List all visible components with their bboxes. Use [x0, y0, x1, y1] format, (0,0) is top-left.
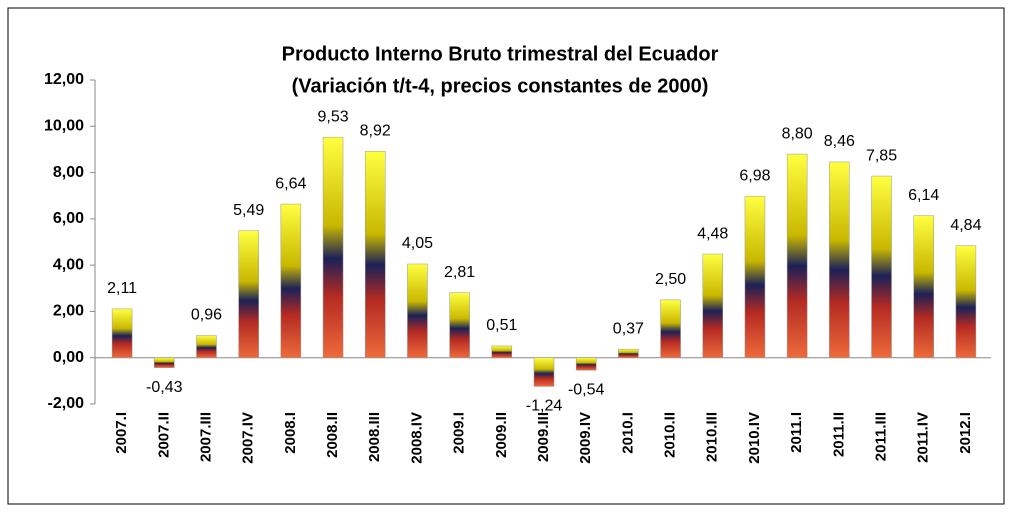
bar — [702, 253, 724, 358]
chart-title: Producto Interno Bruto trimestral del Ec… — [282, 43, 719, 65]
bar — [660, 299, 681, 358]
value-label: 2,50 — [655, 271, 686, 288]
bar — [238, 230, 259, 358]
x-tick-label: 2012.I — [957, 412, 974, 454]
bar — [407, 263, 428, 358]
x-tick-label: 2010.II — [662, 412, 679, 458]
x-tick-label: 2008.I — [282, 412, 299, 454]
bar — [871, 175, 892, 358]
value-label: 0,96 — [191, 307, 222, 324]
value-label: -0,43 — [146, 379, 183, 396]
bar — [154, 357, 175, 368]
value-label: -0,54 — [568, 381, 605, 398]
bar — [829, 161, 850, 358]
value-label: 0,37 — [613, 320, 644, 337]
bar — [955, 245, 977, 358]
y-tick-label: 12,00 — [44, 71, 84, 88]
x-tick-label: 2008.II — [324, 412, 341, 458]
value-label: 6,64 — [275, 175, 306, 192]
x-tick-label: 2009.II — [493, 412, 510, 458]
value-label: 4,48 — [697, 225, 728, 242]
x-tick-label: 2007.III — [197, 412, 214, 462]
value-label: 4,84 — [950, 217, 981, 234]
x-tick-label: 2008.IV — [408, 412, 425, 464]
chart-subtitle: (Variación t/t-4, precios constantes de … — [292, 75, 709, 97]
bar — [280, 203, 302, 358]
y-tick-label: -2,00 — [48, 395, 85, 412]
x-tick-label: 2011.III — [872, 412, 889, 461]
bar — [364, 151, 386, 358]
y-tick-label: 10,00 — [44, 118, 84, 135]
bar — [322, 136, 344, 358]
bar — [449, 292, 470, 358]
x-tick-label: 2011.I — [788, 412, 805, 453]
x-tick-label: 2009.IV — [577, 412, 594, 464]
value-label: 6,14 — [908, 187, 939, 204]
value-label: 8,46 — [824, 133, 855, 150]
value-label: 7,85 — [866, 147, 897, 164]
x-tick-label: 2010.III — [704, 412, 721, 462]
value-label: 8,80 — [782, 125, 813, 142]
bar — [491, 345, 513, 358]
y-tick-label: 6,00 — [53, 210, 84, 227]
bar — [618, 348, 639, 358]
value-label: 2,81 — [444, 264, 475, 281]
value-label: 6,98 — [739, 167, 770, 184]
y-tick-label: 0,00 — [53, 349, 84, 366]
value-label: -1,24 — [526, 398, 563, 415]
bar — [111, 308, 133, 358]
value-label: 0,51 — [486, 317, 517, 334]
bar — [196, 335, 217, 358]
x-tick-label: 2010.I — [619, 412, 636, 454]
value-label: 4,05 — [402, 235, 433, 252]
x-tick-label: 2009.I — [451, 412, 468, 454]
value-label: 8,92 — [360, 122, 391, 139]
x-tick-label: 2008.III — [366, 412, 383, 462]
bar — [913, 215, 934, 358]
value-label: 2,11 — [107, 280, 137, 297]
value-label: 5,49 — [233, 202, 264, 219]
x-tick-label: 2010.IV — [746, 412, 763, 464]
x-tick-label: 2011.II — [830, 412, 847, 457]
x-tick-label: 2007.II — [155, 412, 172, 458]
x-tick-label: 2007.I — [113, 412, 130, 454]
bar — [575, 357, 597, 371]
y-tick-label: 2,00 — [53, 303, 84, 320]
y-tick-label: 8,00 — [53, 164, 84, 181]
bar — [744, 195, 766, 358]
x-tick-label: 2009.III — [535, 412, 552, 462]
value-label: 9,53 — [317, 108, 348, 125]
bar — [786, 153, 808, 358]
x-tick-label: 2011.IV — [915, 412, 932, 463]
x-tick-label: 2007.IV — [240, 412, 257, 464]
y-tick-label: 4,00 — [53, 256, 84, 273]
bar — [533, 357, 555, 387]
